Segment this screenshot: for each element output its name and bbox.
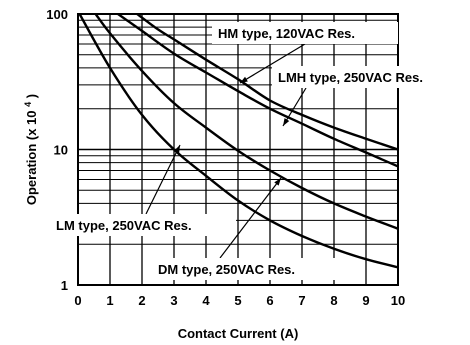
y-axis-label-text: Operation (x 10 <box>24 110 39 205</box>
arrow-head <box>283 118 290 126</box>
x-tick-label: 8 <box>330 293 337 308</box>
x-tick-label: 10 <box>391 293 405 308</box>
annotation-label: HM type, 120VAC Res. <box>212 22 398 84</box>
arrow-head <box>240 76 248 83</box>
annotation-label: LMH type, 250VAC Res. <box>272 66 462 127</box>
y-axis-label-superscript: 4 <box>23 102 33 107</box>
curves <box>78 14 398 269</box>
pointer-line <box>239 43 306 84</box>
label-box <box>152 258 340 280</box>
x-tick-label: 5 <box>234 293 241 308</box>
y-axis-label-close: ) <box>24 94 39 98</box>
y-tick-label: 100 <box>46 7 68 22</box>
annotations: HM type, 120VAC Res. LMH type, 250VAC Res… <box>50 22 462 280</box>
series-curve <box>78 14 398 269</box>
series-curve <box>94 14 398 230</box>
label-box <box>212 22 398 44</box>
series-curve <box>117 14 398 168</box>
label-box <box>50 214 236 236</box>
x-tick-label: 2 <box>138 293 145 308</box>
series-curve <box>136 14 398 151</box>
pointer-line <box>219 177 282 259</box>
x-tick-label: 6 <box>266 293 273 308</box>
arrow-head <box>274 178 281 186</box>
y-axis-label: Operation (x 10 4 ) <box>19 94 39 205</box>
x-tick-label: 9 <box>362 293 369 308</box>
x-tick-label: 0 <box>74 293 81 308</box>
annotation-label: DM type, 250VAC Res. <box>152 177 340 280</box>
x-tick-label: 7 <box>298 293 305 308</box>
label-box <box>272 66 462 88</box>
x-axis-label: Contact Current (A) <box>178 326 299 341</box>
annotation-text: LM type, 250VAC Res. <box>56 218 192 233</box>
annotation-label: LM type, 250VAC Res. <box>50 144 236 236</box>
x-tick-label: 1 <box>106 293 113 308</box>
annotation-text: LMH type, 250VAC Res. <box>278 70 423 85</box>
arrow-head <box>174 145 180 153</box>
annotation-text: DM type, 250VAC Res. <box>158 262 295 277</box>
y-tick-label: 1 <box>61 278 68 293</box>
annotation-text: HM type, 120VAC Res. <box>218 26 355 41</box>
y-tick-label: 10 <box>54 143 68 158</box>
x-tick-label: 4 <box>202 293 210 308</box>
pointer-line <box>145 144 181 215</box>
plot-frame <box>77 13 399 286</box>
x-tick-label: 3 <box>170 293 177 308</box>
